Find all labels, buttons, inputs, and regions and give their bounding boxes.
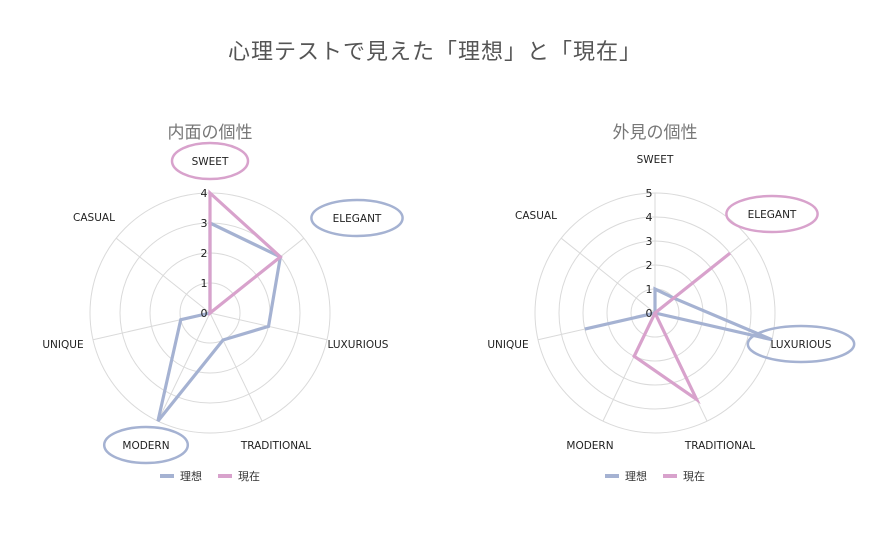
axis-label-luxurious: LUXURIOUS bbox=[328, 339, 389, 351]
tick-label: 3 bbox=[201, 217, 208, 230]
tick-label: 5 bbox=[646, 187, 653, 200]
grid-spoke bbox=[560, 237, 656, 314]
chart-title: 内面の個性 bbox=[168, 123, 253, 143]
axis-label-casual: CASUAL bbox=[515, 210, 557, 222]
legend-label: 現在 bbox=[683, 470, 705, 483]
axis-label-sweet: SWEET bbox=[637, 154, 674, 166]
highlight-ellipse bbox=[102, 425, 190, 465]
grid-spoke bbox=[157, 312, 211, 422]
axis-label-sweet: SWEET bbox=[192, 156, 229, 168]
radar-chart-1: 内面の個性 0 1 2 3 4 SWEET ELEGANT LUXURIOUS TRADITION… bbox=[42, 123, 404, 483]
legend-swatch bbox=[663, 474, 677, 478]
axis-label-unique: UNIQUE bbox=[487, 339, 528, 351]
legend-label: 現在 bbox=[238, 470, 260, 483]
highlight-ellipse bbox=[310, 198, 404, 238]
legend-swatch bbox=[218, 474, 232, 478]
radar-chart-2: 外見の個性 0 1 2 3 4 5 SWEET ELEGANT LUXURIOUS TRADITIO… bbox=[487, 123, 856, 483]
chart-title: 外見の個性 bbox=[613, 123, 698, 143]
axis-label-modern: MODERN bbox=[566, 440, 613, 452]
tick-label: 2 bbox=[201, 247, 208, 260]
series-line-現在 bbox=[632, 251, 732, 405]
legend-swatch bbox=[605, 474, 619, 478]
grid-spoke bbox=[115, 237, 211, 314]
legend-label: 理想 bbox=[180, 469, 202, 483]
series-line-理想 bbox=[584, 286, 773, 342]
highlight-ellipse bbox=[170, 141, 250, 181]
axis-label-traditional: TRADITIONAL bbox=[240, 440, 311, 452]
highlight-ellipse bbox=[725, 194, 819, 234]
axis-label-luxurious: LUXURIOUS bbox=[771, 339, 832, 351]
tick-label: 1 bbox=[201, 277, 208, 290]
tick-label: 0 bbox=[201, 307, 208, 320]
legend-label: 理想 bbox=[625, 469, 647, 483]
legend-swatch bbox=[160, 474, 174, 478]
tick-label: 4 bbox=[646, 211, 653, 224]
series-line-現在 bbox=[208, 189, 283, 317]
axis-label-casual: CASUAL bbox=[73, 212, 115, 224]
page-title: 心理テストで見えた「理想」と「現在」 bbox=[227, 40, 642, 65]
highlight-ellipse bbox=[746, 324, 856, 364]
axis-label-elegant: ELEGANT bbox=[748, 209, 797, 221]
tick-label: 3 bbox=[646, 235, 653, 248]
grid-spoke bbox=[209, 312, 263, 422]
axis-label-traditional: TRADITIONAL bbox=[684, 440, 755, 452]
tick-label: 2 bbox=[646, 259, 653, 272]
tick-label: 1 bbox=[646, 283, 653, 296]
axis-label-elegant: ELEGANT bbox=[333, 213, 382, 225]
series-line-理想 bbox=[156, 220, 283, 423]
tick-label: 4 bbox=[201, 187, 208, 200]
axis-label-modern: MODERN bbox=[122, 440, 169, 452]
axis-label-unique: UNIQUE bbox=[42, 339, 83, 351]
tick-label: 0 bbox=[646, 307, 653, 320]
